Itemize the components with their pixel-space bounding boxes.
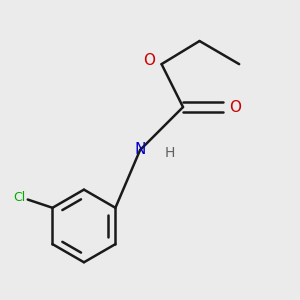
Text: Cl: Cl	[13, 191, 25, 204]
Text: O: O	[143, 53, 155, 68]
Text: H: H	[165, 146, 175, 160]
Text: N: N	[134, 142, 146, 158]
Text: O: O	[229, 100, 241, 115]
